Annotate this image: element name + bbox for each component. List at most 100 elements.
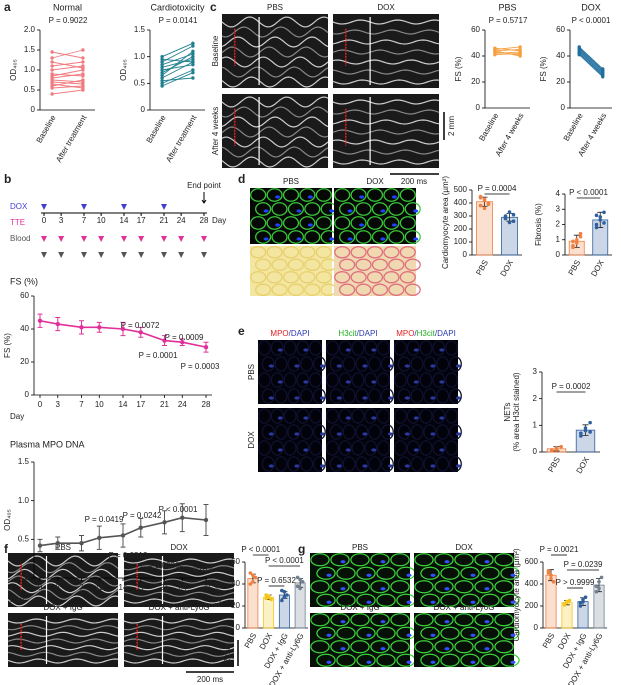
cell-outline [330,613,350,627]
pair-line [578,54,604,78]
p-value: P > 0.9999 [556,578,595,587]
data-point [594,584,599,588]
cell-outline [448,356,462,372]
pair-line [161,69,194,84]
cell-outline [266,246,283,259]
cell-outline [300,388,314,404]
echo-trace [123,591,235,597]
pair-line [578,50,604,74]
end-point-label: End point [187,181,222,190]
y-tick-label: 500 [454,185,468,194]
pair-point [81,68,85,72]
data-point [549,576,553,581]
cell-outline [300,456,314,472]
pair-point [50,64,54,68]
nucleus [340,647,346,651]
cell-outline [423,424,437,440]
x-tick-label: 24 [178,583,187,592]
cell-outline [287,456,301,472]
nucleus [430,660,436,664]
pair-point [577,46,581,50]
panel-letter: f [4,542,9,556]
x-tick-label: 10 [95,583,104,592]
nucleus [406,600,412,604]
data-point [546,571,551,575]
cell-outline [325,340,339,356]
p-value: P = 0.6532 [257,576,296,585]
pair-point [50,68,54,72]
cell-outline [380,424,394,440]
data-point [578,604,583,608]
x-tick-label: PBS [541,632,557,650]
echo-trace [221,46,329,58]
data-point [559,444,563,449]
data-point [597,586,601,591]
y-axis-label: FS (%) [454,56,463,81]
nucleus [336,432,342,436]
x-tick-label: 7 [79,583,84,592]
pair-point [518,51,522,56]
echo-trace [332,99,440,105]
x-tick-label: 28 [202,583,211,592]
pair-point [191,44,195,48]
nucleus [444,620,450,624]
cell-outline [383,271,400,284]
label-part: H3cit [417,329,436,338]
pair-line [52,85,83,89]
label-part: /DAPI [357,329,378,338]
x-tick-label: DOX [589,258,606,278]
cell-outline [274,424,288,440]
echo-trace [7,645,119,651]
cell-outline [355,424,369,440]
micrograph [258,408,322,472]
nucleus [362,396,368,400]
cell-outline [423,456,437,472]
cell-outline [355,388,369,404]
pair-line [52,69,83,77]
cell-outline [309,372,323,388]
pair-line [161,53,194,66]
echo-trace [221,26,329,38]
nucleus [362,364,368,368]
cell-outline [310,553,330,567]
cell-outline [440,653,460,667]
day-label: 21 [160,216,169,225]
x-tick-label: 28 [202,400,211,409]
data-point [478,196,483,200]
cell-outline [282,216,300,230]
y-tick-label: 0 [236,623,241,632]
x-tick-label: 14 [119,400,128,409]
cell-outline [312,456,326,472]
cell-outline [334,188,351,202]
schedule-marker [138,236,145,242]
nucleus [430,432,436,436]
echo-trace [7,582,119,594]
p-value: P = 0.0239 [564,560,603,569]
cell-outline [270,440,284,456]
pair-point [191,62,195,67]
nucleus [380,647,386,651]
cell-outline [338,408,352,424]
cell-outline [356,626,376,640]
cell-outline [250,271,267,284]
nucleus [484,587,490,591]
cell-outline [393,340,407,356]
y-tick-label: 0 [534,623,539,632]
y-tick-label: 4 [556,189,561,198]
data-point [251,573,255,577]
cell-outline [312,356,326,372]
schedule-marker [161,236,167,242]
y-tick-label: 0 [476,103,481,112]
cell-outline [474,553,494,567]
cell-outline [406,440,420,456]
p-value: P = 0.0001 [139,351,178,360]
echo-trace [7,555,119,567]
echo-trace [221,136,329,148]
bar [263,596,275,629]
cell-outline [342,456,356,472]
x-tick-label: PBS [474,259,490,277]
cell-outline [339,202,356,216]
cell-outline [309,408,323,424]
nucleus [430,464,436,468]
data-point [482,198,487,203]
